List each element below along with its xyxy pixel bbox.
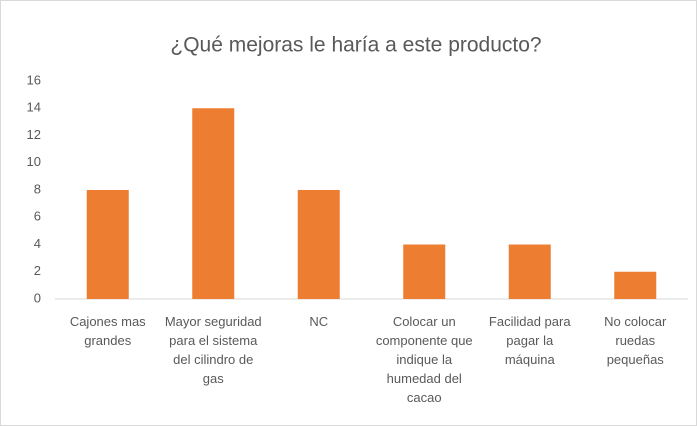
y-tick-label: 2 bbox=[34, 263, 41, 278]
bar bbox=[614, 271, 657, 299]
x-tick-label: Facilidad para pagar la máquina bbox=[488, 314, 571, 367]
bar bbox=[508, 244, 551, 299]
x-tick-label: Colocar un componente que indique la hum… bbox=[375, 314, 473, 405]
x-tick-label: NC bbox=[309, 314, 329, 329]
y-tick-label: 14 bbox=[27, 100, 41, 115]
y-tick-label: 6 bbox=[34, 209, 41, 224]
y-tick-label: 0 bbox=[34, 290, 41, 305]
x-tick-label: Mayor seguridad para el sistema del cili… bbox=[164, 314, 262, 386]
bar bbox=[297, 190, 340, 299]
y-tick-label: 4 bbox=[34, 236, 41, 251]
bar bbox=[403, 244, 446, 299]
bar bbox=[192, 108, 235, 299]
y-tick-label: 16 bbox=[27, 72, 41, 87]
y-tick-label: 10 bbox=[27, 154, 41, 169]
y-tick-label: 12 bbox=[27, 127, 41, 142]
chart-title: ¿Qué mejoras le haría a este producto? bbox=[170, 34, 541, 57]
bar bbox=[86, 190, 129, 299]
y-tick-label: 8 bbox=[34, 181, 41, 196]
x-tick-label: Cajones mas grandes bbox=[69, 314, 146, 348]
x-tick-label: No colocar ruedas pequeñas bbox=[604, 314, 667, 367]
